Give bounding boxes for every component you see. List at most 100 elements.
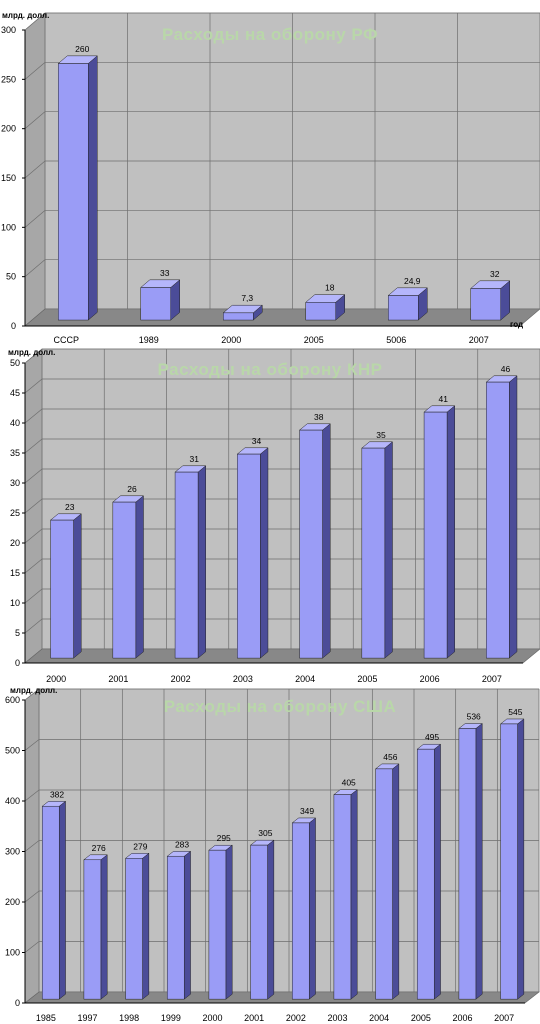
- x-tick-label: 1989: [139, 335, 159, 345]
- grid-line-side: [24, 468, 43, 484]
- bar: [291, 822, 310, 1000]
- data-label: 35: [376, 430, 386, 440]
- data-label: 536: [467, 712, 481, 722]
- bar: [250, 844, 268, 1000]
- grid-line-side: [24, 558, 43, 574]
- data-label: 31: [189, 454, 199, 464]
- data-label: 46: [501, 364, 511, 374]
- grid-line-side: [24, 259, 46, 277]
- bar-side: [433, 743, 441, 1000]
- y-tick-label: 40: [10, 418, 20, 428]
- bar: [305, 302, 336, 321]
- x-tick-label: 2004: [295, 674, 315, 684]
- y-tick-label: 400: [5, 796, 20, 806]
- x-tick-label: 1997: [77, 1013, 97, 1023]
- bar-side: [350, 789, 358, 1000]
- x-tick-label: 2006: [452, 1013, 472, 1023]
- bar: [58, 63, 89, 321]
- bar-side: [100, 854, 108, 1000]
- bar: [41, 805, 60, 1000]
- bar: [223, 312, 254, 321]
- y-tick-label: 30: [10, 478, 20, 488]
- grid-line-side: [24, 378, 43, 394]
- data-label: 41: [438, 394, 448, 404]
- bar-side: [384, 441, 393, 659]
- data-label: 38: [314, 412, 324, 422]
- bar-side: [267, 839, 275, 1000]
- bar-side: [73, 513, 82, 659]
- x-tick-label: 2003: [327, 1013, 347, 1023]
- chart-panel-rf: 0 50 100 150 200 250 300 Расходы на оборону РФ м…: [0, 0, 540, 345]
- grid-line-side: [24, 890, 40, 903]
- grid-line-side: [24, 498, 43, 514]
- bar: [299, 429, 323, 659]
- data-label: 26: [127, 484, 137, 494]
- data-label: 456: [383, 752, 397, 762]
- grid-line-side: [24, 438, 43, 454]
- data-label: 24,9: [404, 276, 421, 286]
- y-tick-label: 200: [5, 897, 20, 907]
- grid-line-side: [24, 348, 43, 364]
- chart-rf: 0 50 100 150 200 250 300 Расходы на оборону РФ м…: [1, 11, 540, 345]
- data-label: 382: [50, 789, 64, 799]
- bar-side: [517, 718, 525, 1000]
- data-label: 305: [258, 828, 272, 838]
- x-tick-label: 2000: [202, 1013, 222, 1023]
- grid-line-side: [24, 840, 40, 852]
- bar-side: [260, 447, 269, 659]
- bar: [486, 381, 510, 659]
- y-tick-label: 300: [1, 25, 16, 35]
- y-tick-label: 20: [10, 538, 20, 548]
- y-tick-label: 100: [1, 222, 16, 232]
- grid-line-side: [24, 528, 43, 544]
- x-tick-label: 2006: [420, 674, 440, 684]
- data-label: 349: [300, 806, 314, 816]
- bar-side: [135, 495, 144, 659]
- bar: [174, 471, 199, 659]
- y-tick-label: 25: [10, 508, 20, 518]
- x-tick-label: 1999: [161, 1013, 181, 1023]
- bar-side: [197, 465, 206, 659]
- chart-title: Расходы на оборону КНР: [158, 360, 383, 379]
- x-tick-label: 2001: [244, 1013, 264, 1023]
- bar-side: [142, 852, 150, 1000]
- bar: [237, 453, 261, 659]
- y-tick-label: 45: [10, 388, 20, 398]
- x-tick-label: 2007: [482, 674, 502, 684]
- y-tick-label: 150: [1, 173, 16, 183]
- y-tick-label: 35: [10, 448, 20, 458]
- bar: [112, 501, 137, 659]
- bar: [140, 287, 171, 321]
- bar-side: [446, 405, 455, 659]
- y-tick-label: 300: [5, 847, 20, 857]
- grid-line-side: [24, 62, 46, 80]
- bar-side: [308, 817, 316, 1000]
- grid-line-side: [24, 111, 46, 129]
- grid-line-side: [24, 789, 40, 802]
- grid-line-side: [24, 12, 46, 31]
- x-tick-label: СССР: [53, 335, 79, 345]
- x-tick-label: 5006: [386, 335, 406, 345]
- data-label: 260: [75, 44, 89, 54]
- x-tick-label: 2002: [171, 674, 191, 684]
- x-tick-label: 2003: [233, 674, 253, 684]
- data-label: 405: [342, 778, 356, 788]
- x-tick-label: 2004: [369, 1013, 389, 1023]
- bar-side: [509, 375, 518, 659]
- grid-line-side: [24, 688, 40, 701]
- data-label: 32: [490, 269, 500, 279]
- bar: [423, 411, 448, 659]
- x-tick-label: 2000: [46, 674, 66, 684]
- bar-side: [392, 763, 400, 1000]
- bar: [500, 723, 518, 1000]
- bar: [470, 288, 501, 321]
- data-label: 279: [133, 841, 147, 851]
- y-tick-label: 100: [5, 948, 20, 958]
- y-tick-label: 50: [6, 272, 16, 282]
- data-label: 283: [175, 839, 189, 849]
- grid-line-side: [24, 941, 40, 953]
- x-tick-label: 2002: [286, 1013, 306, 1023]
- x-tick-label: 2007: [469, 335, 489, 345]
- chart-title: Расходы на оборону США: [164, 697, 397, 716]
- bar: [50, 519, 74, 659]
